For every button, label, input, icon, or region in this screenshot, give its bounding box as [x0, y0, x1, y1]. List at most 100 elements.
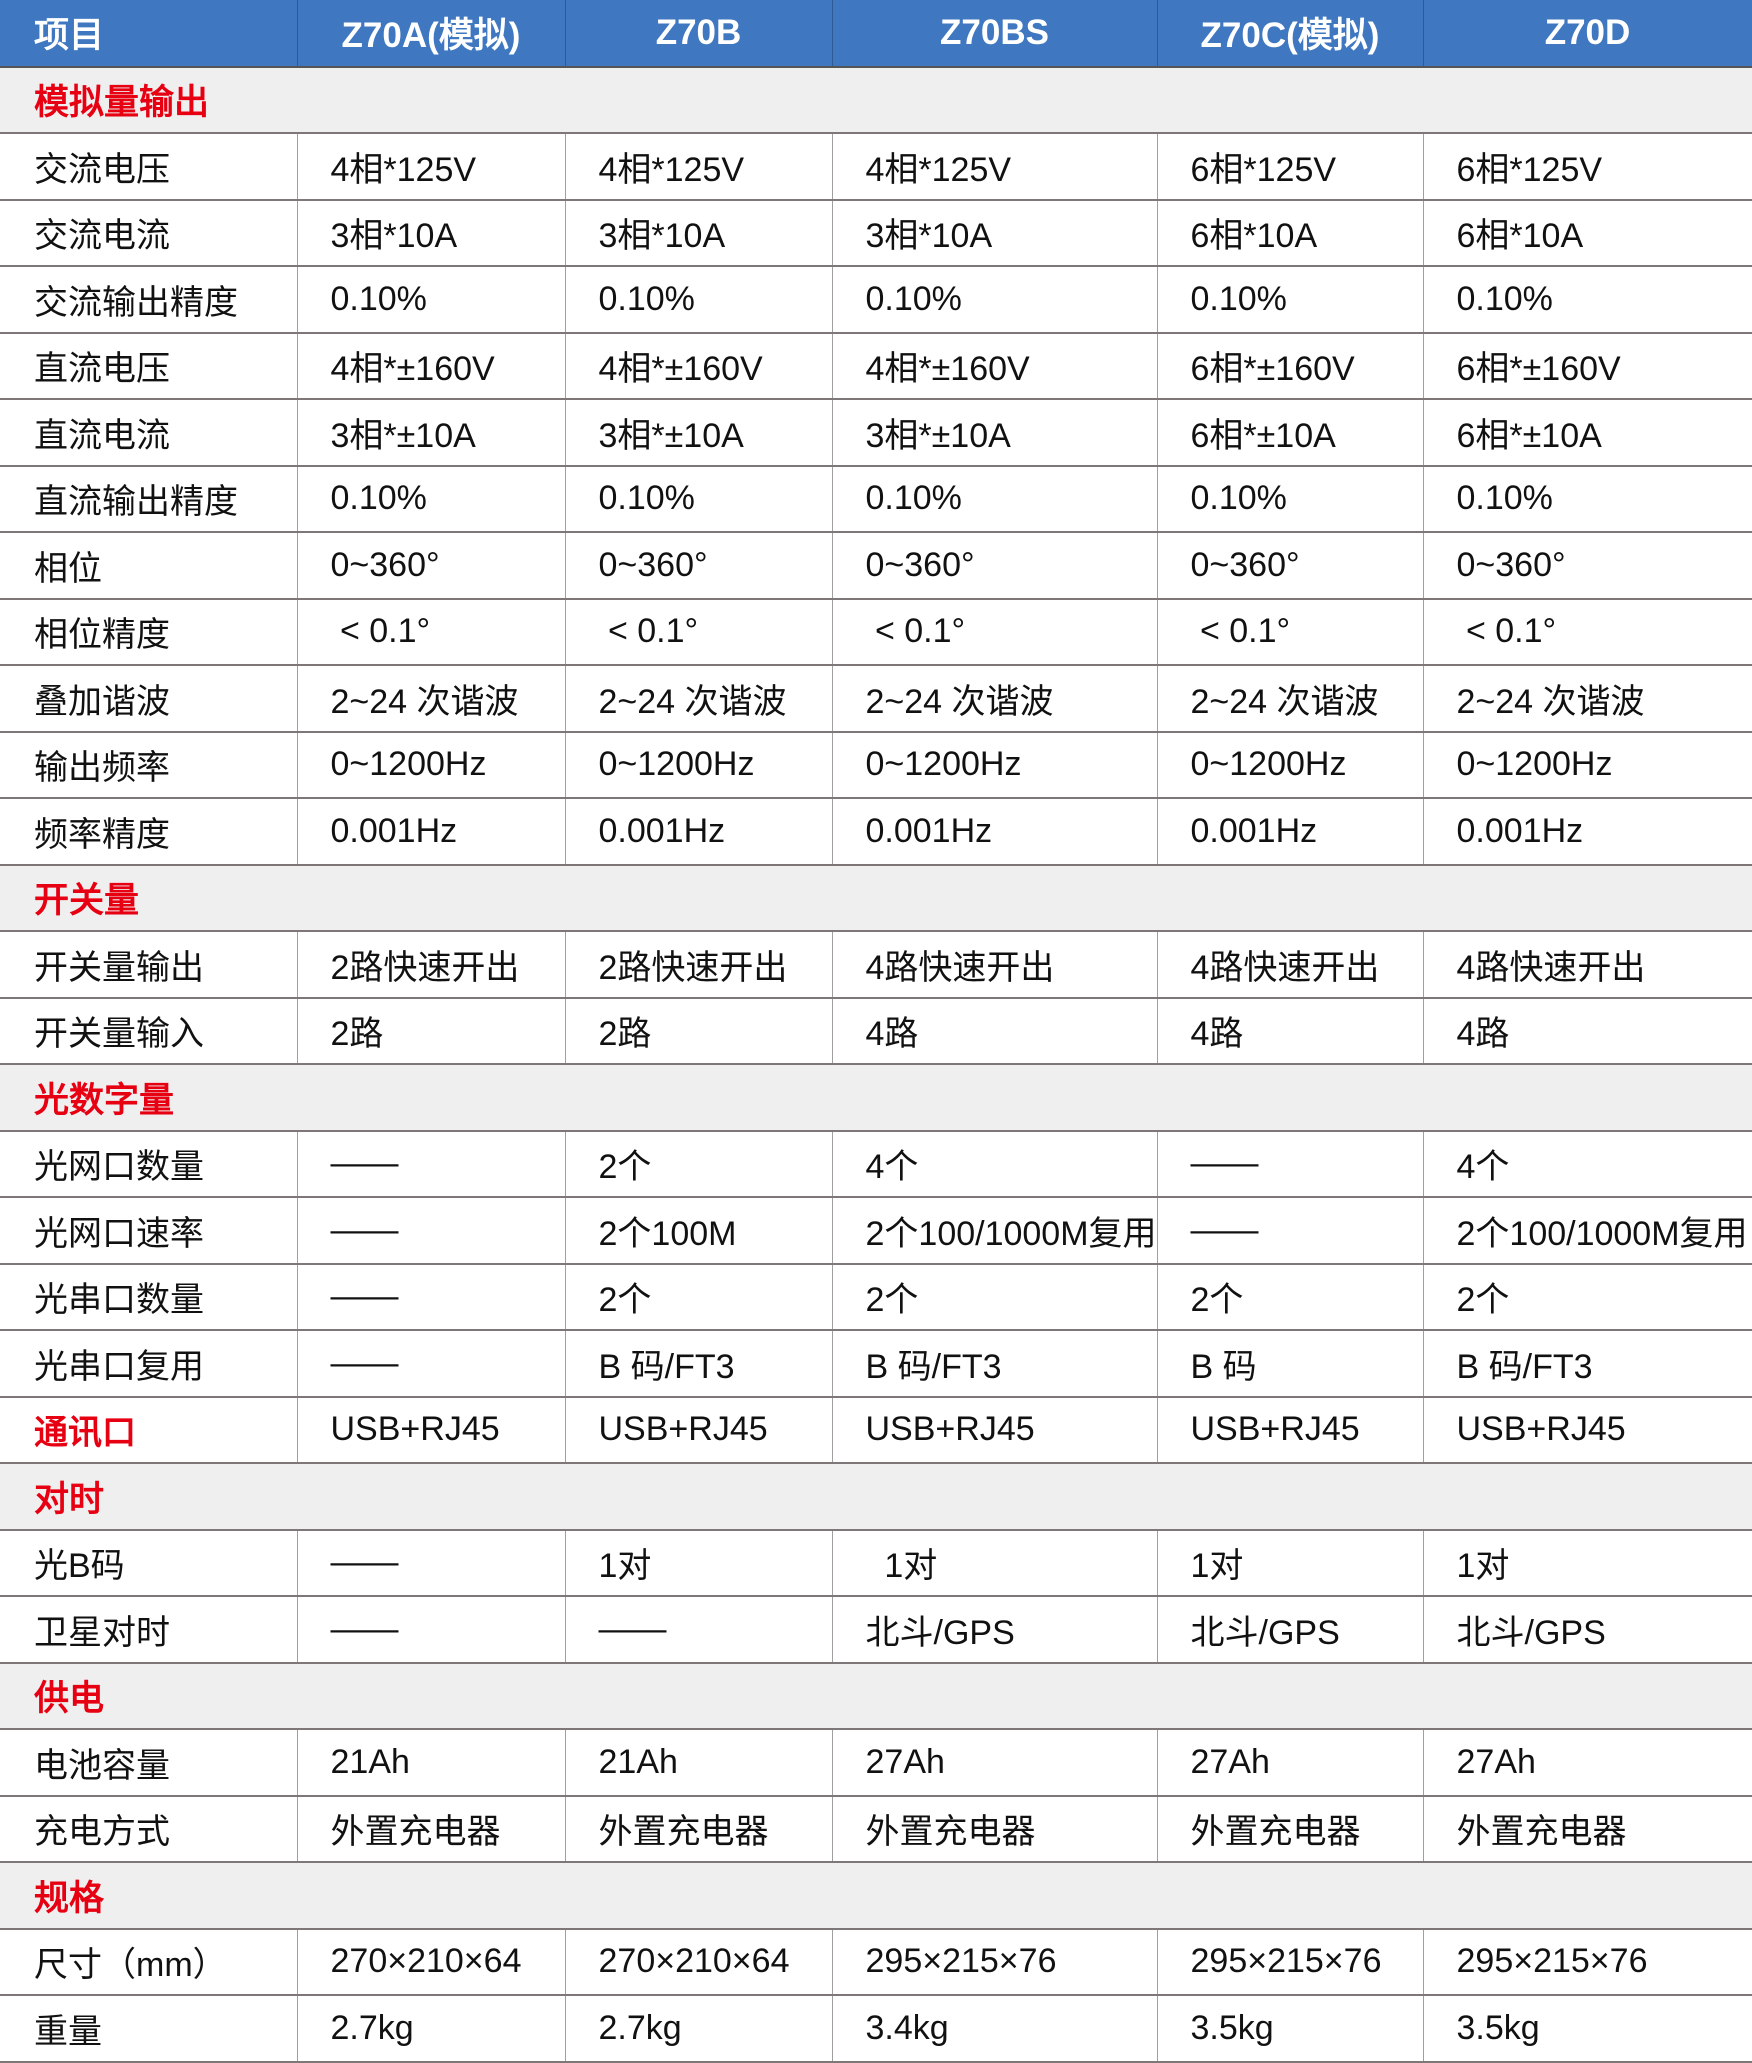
cell-value: 6相*±10A	[1423, 399, 1752, 467]
cell-value: 2个	[1423, 1263, 1752, 1331]
table-row: 光网口数量 —— 2个 4个 —— 4个	[0, 1130, 1752, 1198]
row-label: 叠加谐波	[0, 665, 298, 733]
cell-value: 0.10%	[297, 465, 566, 533]
cell-value: 0.10%	[1157, 465, 1424, 533]
row-label: 直流电流	[0, 399, 298, 467]
cell-value: 6相*±160V	[1157, 332, 1424, 400]
cell-value: 外置充电器	[1423, 1795, 1752, 1863]
section-title: 模拟量输出	[0, 66, 1752, 134]
cell-value: 2个100/1000M复用	[1423, 1197, 1752, 1265]
row-label: 频率精度	[0, 798, 298, 866]
row-label: 输出频率	[0, 731, 298, 799]
cell-value: 270×210×64	[297, 1928, 566, 1996]
cell-value: 6相*10A	[1157, 199, 1424, 267]
cell-value: 0~1200Hz	[1157, 731, 1424, 799]
cell-value: 0.10%	[1423, 465, 1752, 533]
cell-value: 4路快速开出	[1157, 931, 1424, 999]
table-row: 通讯口 USB+RJ45 USB+RJ45 USB+RJ45 USB+RJ45 USB+R…	[0, 1396, 1752, 1464]
cell-value: 4个	[832, 1130, 1158, 1198]
row-label: 直流电压	[0, 332, 298, 400]
table-row: 光串口数量 —— 2个 2个 2个 2个	[0, 1263, 1752, 1331]
cell-value: < 0.1°	[832, 598, 1158, 666]
cell-value: 外置充电器	[565, 1795, 833, 1863]
table-row: 直流电压 4相*±160V 4相*±160V 4相*±160V 6相*±160V 6相*±…	[0, 332, 1752, 400]
cell-value: 3相*±10A	[565, 399, 833, 467]
row-label: 尺寸（mm）	[0, 1928, 298, 1996]
cell-value: 2~24 次谐波	[565, 665, 833, 733]
cell-value: 2个	[1157, 1263, 1424, 1331]
cell-value: 4相*125V	[832, 133, 1158, 201]
cell-value: 0~360°	[832, 532, 1158, 600]
cell-value: 0.001Hz	[297, 798, 566, 866]
cell-value: B 码/FT3	[832, 1330, 1158, 1398]
column-header-item: 项目	[0, 0, 298, 68]
row-label: 充电方式	[0, 1795, 298, 1863]
cell-value: 外置充电器	[1157, 1795, 1424, 1863]
cell-value: 3相*±10A	[832, 399, 1158, 467]
cell-value: 2个	[832, 1263, 1158, 1331]
row-label: 相位精度	[0, 598, 298, 666]
table-row: 电池容量 21Ah 21Ah 27Ah 27Ah 27Ah	[0, 1729, 1752, 1797]
column-header-model: Z70B	[565, 0, 833, 68]
row-label: 交流电压	[0, 133, 298, 201]
table-row: 尺寸（mm） 270×210×64 270×210×64 295×215×76 295×…	[0, 1928, 1752, 1996]
table-row: 叠加谐波 2~24 次谐波 2~24 次谐波 2~24 次谐波 2~24 次谐波 2~24…	[0, 665, 1752, 733]
cell-value: 0~360°	[1423, 532, 1752, 600]
table-row: 交流电流 3相*10A 3相*10A 3相*10A 6相*10A 6相*10A	[0, 199, 1752, 267]
cell-value: 0.10%	[297, 266, 566, 334]
cell-value: 2~24 次谐波	[832, 665, 1158, 733]
cell-value: USB+RJ45	[1157, 1396, 1424, 1464]
column-header-model: Z70C(模拟)	[1157, 0, 1424, 68]
cell-value: 2.7kg	[297, 1995, 566, 2063]
cell-value: 2路	[297, 997, 566, 1065]
cell-value: 0~1200Hz	[297, 731, 566, 799]
cell-value: 4路	[832, 997, 1158, 1065]
cell-value: 0.10%	[565, 266, 833, 334]
column-header-model: Z70A(模拟)	[297, 0, 566, 68]
cell-value: 1对	[1157, 1529, 1424, 1597]
table-row: 重量 2.7kg 2.7kg 3.4kg 3.5kg 3.5kg	[0, 1995, 1752, 2063]
column-header-model: Z70BS	[832, 0, 1158, 68]
cell-value: B 码	[1157, 1330, 1424, 1398]
cell-value: 2个	[565, 1263, 833, 1331]
cell-value: USB+RJ45	[565, 1396, 833, 1464]
cell-value: ——	[297, 1596, 566, 1664]
cell-value: 270×210×64	[565, 1928, 833, 1996]
cell-value: 6相*125V	[1157, 133, 1424, 201]
cell-value: 21Ah	[297, 1729, 566, 1797]
cell-value: B 码/FT3	[565, 1330, 833, 1398]
cell-value: 3.5kg	[1157, 1995, 1424, 2063]
cell-value: 2路快速开出	[297, 931, 566, 999]
section-title: 对时	[0, 1463, 1752, 1531]
cell-value: 295×215×76	[832, 1928, 1158, 1996]
section-header-row: 模拟量输出	[0, 66, 1752, 134]
row-label: 光网口速率	[0, 1197, 298, 1265]
cell-value: 295×215×76	[1423, 1928, 1752, 1996]
cell-value: 0.001Hz	[832, 798, 1158, 866]
cell-value: 0~360°	[1157, 532, 1424, 600]
table-row: 相位 0~360° 0~360° 0~360° 0~360° 0~360°	[0, 532, 1752, 600]
table-row: 开关量输出 2路快速开出 2路快速开出 4路快速开出 4路快速开出 4路快速开出	[0, 931, 1752, 999]
row-label: 光串口复用	[0, 1330, 298, 1398]
section-header-row: 光数字量	[0, 1064, 1752, 1132]
table-row: 直流电流 3相*±10A 3相*±10A 3相*±10A 6相*±10A 6相*±10A	[0, 399, 1752, 467]
row-label: 相位	[0, 532, 298, 600]
table-row: 卫星对时 —— —— 北斗/GPS 北斗/GPS 北斗/GPS	[0, 1596, 1752, 1664]
cell-value: < 0.1°	[565, 598, 833, 666]
cell-value: 27Ah	[1423, 1729, 1752, 1797]
cell-value: 北斗/GPS	[1157, 1596, 1424, 1664]
row-label: 交流输出精度	[0, 266, 298, 334]
cell-value: 6相*±10A	[1157, 399, 1424, 467]
cell-value: ——	[1157, 1130, 1424, 1198]
cell-value: 27Ah	[1157, 1729, 1424, 1797]
cell-value: ——	[297, 1330, 566, 1398]
row-label: 光B码	[0, 1529, 298, 1597]
section-header-row: 对时	[0, 1463, 1752, 1531]
cell-value: ——	[297, 1130, 566, 1198]
table-row: 光B码 —— 1对 1对 1对 1对	[0, 1529, 1752, 1597]
section-header-row: 开关量	[0, 864, 1752, 932]
row-label: 开关量输出	[0, 931, 298, 999]
cell-value: 2路	[565, 997, 833, 1065]
cell-value: 2个100M	[565, 1197, 833, 1265]
